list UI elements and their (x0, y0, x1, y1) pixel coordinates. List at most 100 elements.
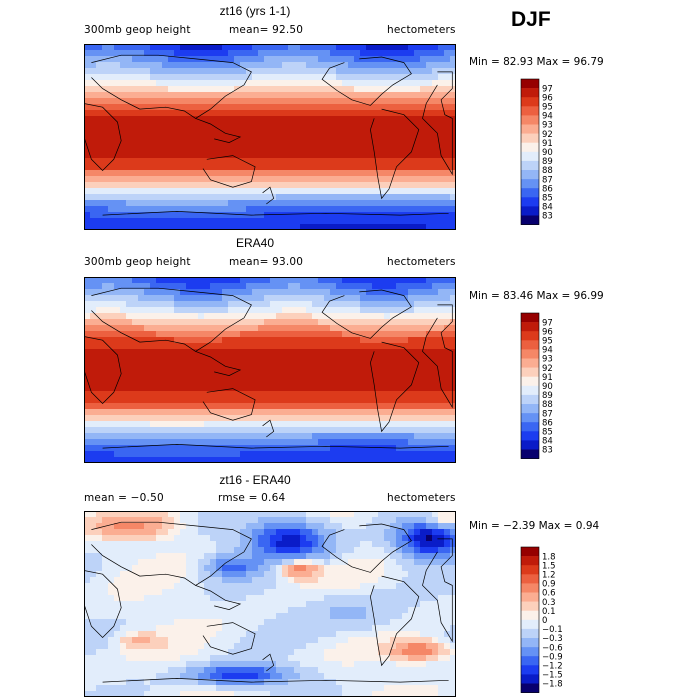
field-cell (150, 128, 157, 135)
field-cell (312, 535, 319, 542)
field-cell (450, 134, 456, 141)
field-cell (108, 307, 115, 314)
field-cell (84, 343, 91, 350)
field-cell (108, 56, 115, 63)
field-cell (402, 343, 409, 350)
field-cell (348, 535, 355, 542)
field-cell (378, 337, 385, 344)
field-cell (276, 182, 283, 189)
field-cell (102, 379, 109, 386)
field-cell (366, 301, 373, 308)
field-cell (186, 541, 193, 548)
field-cell (366, 379, 373, 386)
field-cell (264, 325, 271, 332)
field-cell (108, 379, 115, 386)
field-cell (186, 74, 193, 81)
field-cell (186, 403, 193, 410)
field-cell (354, 601, 361, 608)
field-cell (294, 104, 301, 111)
field-cell (186, 104, 193, 111)
field-cell (420, 433, 427, 440)
field-cell (216, 86, 223, 93)
field-cell (336, 559, 343, 566)
colorbar-tick-label: 85 (542, 428, 553, 438)
field-cell (450, 421, 456, 428)
colorbar-swatch (521, 358, 539, 368)
field-cell (240, 355, 247, 362)
field-cell (90, 595, 97, 602)
field-cell (192, 451, 199, 458)
field-cell (348, 547, 355, 554)
field-cell (204, 331, 211, 338)
field-cell (114, 559, 121, 566)
field-cell (414, 331, 421, 338)
field-cell (174, 397, 181, 404)
field-cell (90, 511, 97, 518)
field-cell (360, 92, 367, 99)
field-cell (354, 553, 361, 560)
field-cell (360, 110, 367, 117)
field-cell (366, 170, 373, 177)
colorbar-tick-label: 84 (542, 203, 553, 213)
field-cell (180, 74, 187, 81)
field-cell (390, 295, 397, 302)
field-cell (396, 283, 403, 290)
field-cell (390, 421, 397, 428)
field-cell (420, 319, 427, 326)
field-cell (270, 158, 277, 165)
field-cell (108, 62, 115, 69)
field-cell (240, 421, 247, 428)
field-cell (144, 421, 151, 428)
field-cell (228, 583, 235, 590)
field-cell (378, 349, 385, 356)
field-cell (252, 176, 259, 183)
field-cell (144, 194, 151, 201)
field-cell (372, 535, 379, 542)
field-cell (420, 140, 427, 147)
field-cell (294, 283, 301, 290)
field-cell (120, 140, 127, 147)
field-cell (402, 140, 409, 147)
field-cell (132, 176, 139, 183)
field-cell (426, 415, 433, 422)
field-cell (312, 439, 319, 446)
field-cell (312, 86, 319, 93)
field-cell (270, 134, 277, 141)
field-cell (120, 571, 127, 578)
field-cell (264, 397, 271, 404)
field-cell (372, 529, 379, 536)
field-cell (198, 176, 205, 183)
field-cell (294, 577, 301, 584)
field-cell (342, 427, 349, 434)
field-cell (450, 206, 456, 213)
field-cell (210, 373, 217, 380)
field-cell (324, 182, 331, 189)
field-cell (198, 140, 205, 147)
field-cell (174, 301, 181, 308)
field-cell (192, 104, 199, 111)
field-cell (312, 523, 319, 530)
field-cell (288, 56, 295, 63)
field-cell (378, 517, 385, 524)
field-cell (108, 427, 115, 434)
field-cell (210, 110, 217, 117)
field-cell (414, 547, 421, 554)
field-cell (246, 355, 253, 362)
field-cell (444, 373, 451, 380)
field-cell (366, 86, 373, 93)
field-cell (156, 421, 163, 428)
field-cell (444, 128, 451, 135)
field-cell (390, 439, 397, 446)
field-cell (216, 80, 223, 87)
field-cell (216, 44, 223, 51)
field-cell (384, 182, 391, 189)
field-cell (390, 349, 397, 356)
field-cell (246, 62, 253, 69)
field-cell (102, 385, 109, 392)
field-cell (144, 128, 151, 135)
field-cell (432, 403, 439, 410)
field-cell (330, 589, 337, 596)
field-cell (300, 577, 307, 584)
field-cell (108, 511, 115, 518)
field-cell (126, 295, 133, 302)
